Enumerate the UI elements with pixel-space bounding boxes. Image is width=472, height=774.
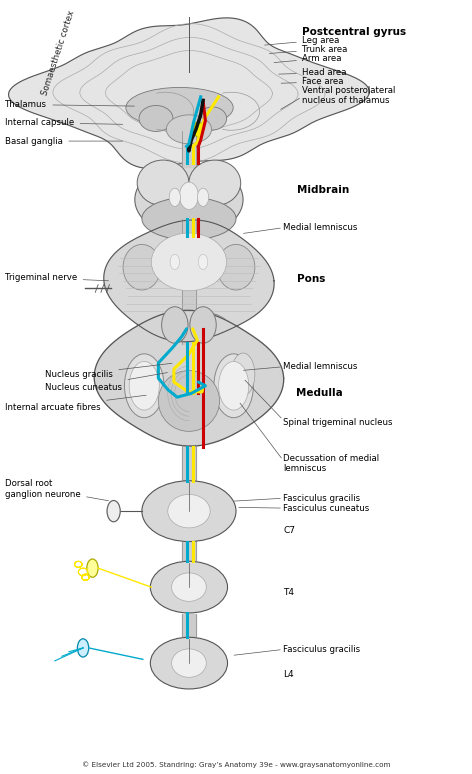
Text: Medial lemniscus: Medial lemniscus (283, 223, 357, 232)
Ellipse shape (214, 354, 253, 418)
Ellipse shape (189, 160, 241, 206)
Ellipse shape (151, 561, 228, 613)
Text: Basal ganglia: Basal ganglia (5, 136, 123, 146)
Text: Fasciculus cuneatus: Fasciculus cuneatus (283, 505, 369, 513)
Ellipse shape (142, 481, 236, 542)
Text: Ventral posterolateral
nucleus of thalamus: Ventral posterolateral nucleus of thalam… (302, 86, 395, 105)
Text: Trunk area: Trunk area (270, 45, 347, 53)
Circle shape (194, 122, 203, 137)
Text: Midbrain: Midbrain (297, 186, 349, 196)
Text: Arm area: Arm area (274, 53, 341, 63)
Polygon shape (94, 310, 284, 446)
Text: Fasciculus gracilis: Fasciculus gracilis (283, 645, 360, 654)
Ellipse shape (135, 163, 243, 236)
Ellipse shape (144, 310, 234, 355)
Ellipse shape (125, 354, 164, 418)
Circle shape (197, 188, 209, 207)
Text: Spinal trigeminal nucleus: Spinal trigeminal nucleus (283, 418, 393, 426)
Ellipse shape (190, 307, 216, 343)
Text: Somaesthetic cortex: Somaesthetic cortex (41, 9, 77, 97)
Ellipse shape (152, 233, 227, 291)
Text: Dorsal root
ganglion neurone: Dorsal root ganglion neurone (5, 479, 109, 501)
Text: Trigeminal nerve: Trigeminal nerve (5, 273, 109, 283)
Ellipse shape (142, 197, 236, 240)
Circle shape (107, 501, 120, 522)
Circle shape (170, 255, 179, 269)
Text: Nucleus cuneatus: Nucleus cuneatus (45, 372, 168, 392)
Ellipse shape (151, 637, 228, 689)
Ellipse shape (219, 361, 249, 410)
Text: © Elsevier Ltd 2005. Standring: Gray’s Anatomy 39e - www.graysanatomyonline.com: © Elsevier Ltd 2005. Standring: Gray’s A… (82, 761, 390, 768)
Text: Nucleus gracilis: Nucleus gracilis (45, 363, 172, 378)
Text: T4: T4 (283, 588, 294, 597)
Text: Head area: Head area (279, 68, 346, 77)
Ellipse shape (172, 649, 206, 677)
Circle shape (198, 255, 208, 269)
Text: Medial lemniscus: Medial lemniscus (283, 362, 357, 372)
Text: C7: C7 (283, 526, 295, 535)
Text: Pons: Pons (297, 274, 326, 284)
Polygon shape (104, 220, 274, 342)
Text: Internal arcuate fibres: Internal arcuate fibres (5, 396, 146, 412)
Ellipse shape (168, 495, 210, 528)
Ellipse shape (231, 353, 255, 396)
Ellipse shape (123, 245, 160, 290)
Polygon shape (8, 18, 369, 169)
Ellipse shape (198, 107, 227, 130)
Circle shape (77, 639, 89, 657)
Ellipse shape (217, 245, 255, 290)
Text: Leg area: Leg area (265, 36, 339, 45)
Ellipse shape (139, 105, 173, 132)
Text: Medulla: Medulla (296, 389, 343, 399)
Ellipse shape (161, 307, 188, 343)
Ellipse shape (158, 371, 219, 431)
Text: Decussation of medial
lemniscus: Decussation of medial lemniscus (283, 454, 379, 473)
Ellipse shape (126, 87, 233, 128)
Ellipse shape (179, 182, 198, 210)
Text: L4: L4 (283, 670, 294, 679)
Ellipse shape (137, 160, 189, 206)
Text: Internal capsule: Internal capsule (5, 118, 123, 128)
Text: Fasciculus gracilis: Fasciculus gracilis (283, 494, 360, 503)
Ellipse shape (129, 361, 159, 410)
Text: Thalamus: Thalamus (5, 100, 135, 109)
Ellipse shape (172, 573, 206, 601)
Text: Postcentral gyrus: Postcentral gyrus (302, 27, 406, 37)
Circle shape (87, 559, 98, 577)
Text: Face area: Face area (281, 77, 344, 87)
Ellipse shape (166, 115, 211, 144)
Circle shape (169, 188, 180, 207)
